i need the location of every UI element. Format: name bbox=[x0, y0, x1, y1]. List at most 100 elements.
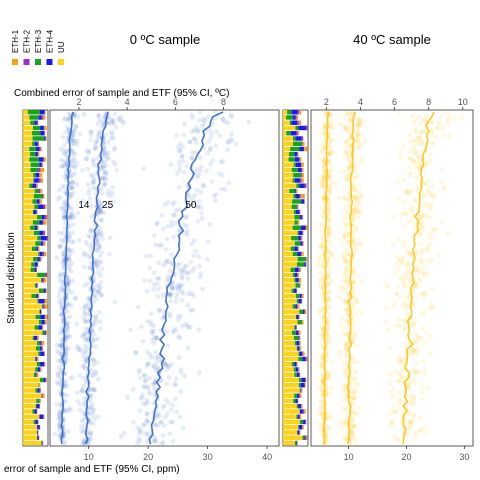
data-point bbox=[356, 241, 362, 247]
data-point bbox=[189, 129, 195, 134]
strip-segment bbox=[43, 204, 46, 209]
data-point bbox=[86, 233, 91, 239]
data-point bbox=[353, 213, 358, 219]
data-point bbox=[359, 155, 365, 161]
data-point bbox=[93, 261, 98, 266]
data-point bbox=[95, 244, 101, 250]
data-point bbox=[154, 222, 160, 227]
data-point bbox=[350, 360, 356, 365]
data-point bbox=[354, 130, 360, 136]
top-tick-label: 2 bbox=[324, 97, 329, 107]
data-point bbox=[406, 270, 412, 276]
strip-segment bbox=[46, 215, 48, 220]
data-point bbox=[160, 405, 166, 411]
strip-segment bbox=[39, 388, 41, 393]
data-point bbox=[92, 293, 98, 299]
data-point bbox=[354, 145, 360, 150]
data-point bbox=[71, 158, 77, 164]
strip-segment bbox=[299, 283, 301, 288]
strip-segment bbox=[33, 194, 43, 199]
data-point bbox=[62, 214, 67, 220]
data-point bbox=[321, 123, 327, 128]
strip-segment bbox=[300, 251, 302, 257]
data-point bbox=[166, 364, 172, 369]
legend-label: ETH-3 bbox=[34, 29, 43, 53]
data-point bbox=[109, 129, 114, 135]
data-point bbox=[63, 152, 68, 158]
strip-segment bbox=[293, 335, 299, 341]
data-point bbox=[356, 125, 361, 130]
data-point bbox=[344, 318, 350, 324]
data-point bbox=[66, 320, 72, 326]
strip-segment bbox=[300, 236, 302, 241]
strip-segment bbox=[301, 236, 303, 241]
data-point bbox=[343, 383, 348, 389]
data-point bbox=[429, 132, 435, 138]
strip-segment bbox=[44, 230, 46, 236]
data-point bbox=[168, 292, 173, 297]
data-point bbox=[318, 405, 324, 410]
strip-segment bbox=[283, 236, 292, 241]
data-point bbox=[354, 299, 360, 304]
data-point bbox=[96, 209, 102, 215]
data-point bbox=[64, 383, 70, 388]
data-point bbox=[446, 120, 451, 126]
data-point bbox=[201, 121, 207, 127]
data-point bbox=[322, 175, 327, 180]
data-point bbox=[321, 145, 327, 151]
data-point bbox=[342, 370, 348, 376]
data-point bbox=[407, 219, 413, 224]
data-point bbox=[70, 173, 75, 178]
data-point bbox=[428, 215, 433, 220]
strip-segment bbox=[38, 251, 40, 257]
data-point bbox=[432, 193, 438, 199]
data-point bbox=[329, 252, 335, 257]
data-point bbox=[169, 252, 174, 258]
strip-segment bbox=[40, 131, 45, 136]
data-point bbox=[102, 176, 108, 182]
data-point bbox=[407, 155, 412, 161]
data-point bbox=[413, 368, 418, 374]
data-point bbox=[353, 436, 359, 442]
data-point bbox=[401, 283, 407, 289]
data-point bbox=[320, 314, 326, 319]
strip-segment bbox=[45, 377, 47, 383]
data-point bbox=[91, 162, 96, 168]
data-point bbox=[59, 259, 65, 265]
data-point bbox=[410, 147, 416, 153]
data-point bbox=[344, 342, 350, 347]
data-point bbox=[71, 141, 77, 147]
strip-segment bbox=[35, 388, 38, 393]
data-point bbox=[62, 117, 68, 122]
data-point bbox=[65, 149, 71, 155]
data-point bbox=[86, 191, 92, 197]
data-point bbox=[59, 336, 65, 342]
strip-segment bbox=[23, 341, 38, 346]
data-point bbox=[321, 194, 327, 200]
data-point bbox=[356, 192, 362, 198]
data-point bbox=[196, 327, 202, 332]
data-point bbox=[344, 306, 350, 312]
strip-segment bbox=[23, 299, 38, 304]
data-point bbox=[353, 134, 359, 140]
data-point bbox=[160, 439, 166, 445]
data-point bbox=[318, 228, 324, 234]
data-point bbox=[58, 286, 64, 292]
data-point bbox=[90, 407, 96, 413]
strip-segment bbox=[297, 131, 300, 136]
data-point bbox=[156, 307, 162, 313]
data-point bbox=[96, 231, 102, 236]
bottom-tick-label: 10 bbox=[84, 452, 94, 462]
strip-segment bbox=[296, 440, 298, 446]
data-point bbox=[407, 387, 413, 392]
data-point bbox=[331, 137, 336, 142]
strip-segment bbox=[34, 325, 39, 330]
data-point bbox=[156, 260, 162, 265]
strip-segment bbox=[40, 257, 42, 262]
data-point bbox=[153, 368, 159, 373]
data-point bbox=[88, 228, 93, 234]
data-point bbox=[58, 367, 64, 373]
data-point bbox=[347, 119, 353, 125]
data-point bbox=[353, 312, 359, 318]
data-point bbox=[387, 345, 393, 351]
